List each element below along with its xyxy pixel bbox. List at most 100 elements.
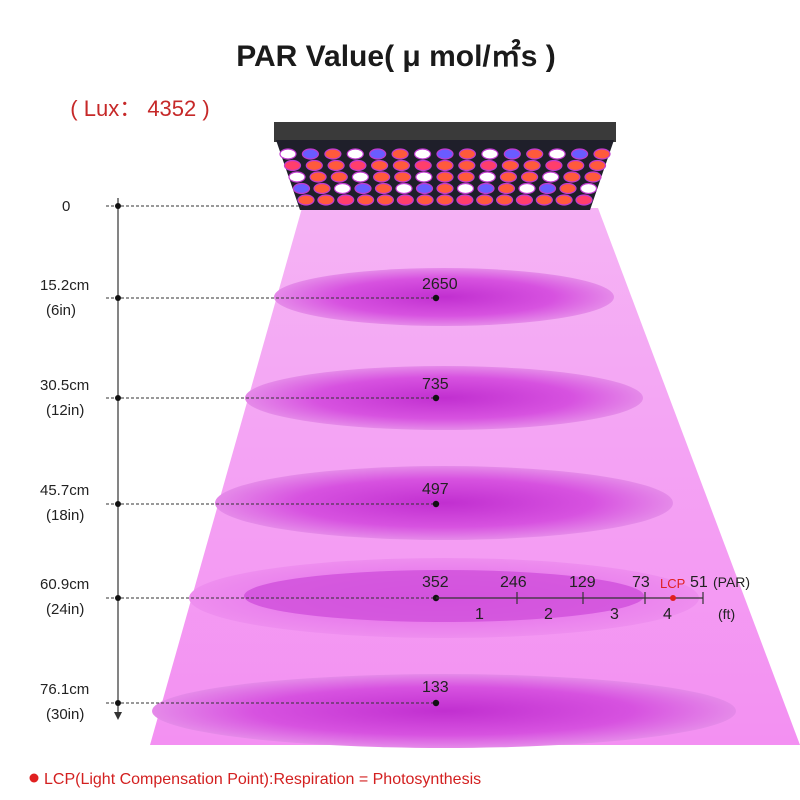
led-chip bbox=[346, 148, 364, 160]
par-value-60cm: 352 bbox=[422, 574, 449, 591]
led-chip bbox=[333, 182, 352, 195]
led-chip bbox=[392, 159, 410, 172]
led-chip bbox=[374, 182, 393, 195]
led-chip bbox=[436, 159, 454, 172]
led-chip bbox=[456, 194, 474, 206]
par-value-45cm: 497 bbox=[422, 481, 449, 498]
footnote: LCP(Light Compensation Point):Respiratio… bbox=[44, 771, 481, 788]
spread-ft-unit: (ft) bbox=[718, 606, 735, 622]
led-chip bbox=[523, 159, 541, 172]
led-chip bbox=[545, 159, 563, 172]
led-chip bbox=[563, 171, 581, 183]
led-chip bbox=[478, 171, 496, 183]
distance-label-15cm: 15.2cm bbox=[40, 277, 89, 294]
led-chip bbox=[570, 148, 589, 160]
led-chip bbox=[288, 171, 306, 183]
distance-label-30cm: 30.5cm bbox=[40, 377, 89, 394]
led-chip bbox=[436, 148, 454, 160]
led-chip bbox=[538, 182, 557, 195]
spread-ft-4: 4 bbox=[663, 606, 672, 623]
par-ellipse-30cm bbox=[245, 366, 643, 430]
led-chip bbox=[480, 159, 498, 172]
lux-label: ( Lux： 4352 ) bbox=[70, 96, 209, 121]
spread-ticks bbox=[516, 592, 704, 604]
led-chip bbox=[579, 182, 598, 195]
lcp-label: LCP bbox=[660, 576, 685, 591]
spread-ft-3: 3 bbox=[610, 606, 619, 623]
led-chip bbox=[373, 171, 391, 183]
led-chip bbox=[503, 148, 521, 160]
led-chip bbox=[456, 182, 475, 195]
led-chip bbox=[349, 159, 367, 172]
led-chip bbox=[416, 194, 434, 206]
par-ellipse-76cm bbox=[152, 674, 736, 748]
par-value-15cm: 2650 bbox=[422, 276, 458, 293]
spread-par-4ft: 51 bbox=[690, 574, 708, 591]
led-chip bbox=[499, 171, 517, 183]
led-chip bbox=[292, 182, 311, 195]
distance-label-76cm: 76.1cm bbox=[40, 681, 89, 698]
led-chip bbox=[414, 148, 432, 160]
spread-par-1ft: 246 bbox=[500, 574, 527, 591]
led-chip bbox=[301, 148, 319, 160]
par-ellipse-60cm-inner bbox=[244, 570, 644, 622]
led-chip bbox=[357, 194, 375, 206]
led-chip bbox=[515, 194, 534, 206]
led-chip bbox=[477, 182, 495, 195]
led-chip bbox=[394, 171, 412, 183]
par-ellipse-45cm bbox=[215, 466, 673, 540]
par-ellipse-15cm bbox=[274, 268, 614, 326]
spread-par-3ft: 73 bbox=[632, 574, 650, 591]
led-chip bbox=[458, 159, 476, 172]
center-dots bbox=[432, 294, 440, 707]
distance-label-18in: (18in) bbox=[46, 507, 84, 524]
spread-par-unit: (PAR) bbox=[713, 574, 750, 590]
led-chip bbox=[497, 182, 516, 195]
spread-par-2ft: 129 bbox=[569, 574, 596, 591]
led-chip bbox=[309, 171, 327, 183]
led-chip bbox=[575, 194, 593, 206]
led-chip bbox=[371, 159, 389, 172]
distance-label-0: 0 bbox=[62, 198, 70, 215]
par-value-76cm: 133 bbox=[422, 679, 449, 696]
led-chip bbox=[520, 171, 539, 183]
led-chip bbox=[391, 148, 409, 160]
led-chip bbox=[351, 171, 369, 183]
par-value-30cm: 735 bbox=[422, 376, 449, 393]
led-chip bbox=[330, 171, 348, 183]
led-chip bbox=[567, 159, 585, 172]
led-chip bbox=[395, 182, 413, 195]
led-chip bbox=[436, 194, 454, 206]
lcp-marker bbox=[670, 595, 676, 601]
led-chip bbox=[396, 194, 414, 206]
led-chip bbox=[317, 194, 335, 206]
spread-ft-2: 2 bbox=[544, 606, 553, 623]
led-chip bbox=[501, 159, 519, 172]
led-chip bbox=[526, 148, 544, 160]
led-chip bbox=[324, 148, 342, 160]
led-chip bbox=[354, 182, 372, 195]
led-chip bbox=[518, 182, 536, 195]
led-chip bbox=[414, 159, 432, 172]
led-chip bbox=[283, 159, 302, 172]
led-chip bbox=[593, 148, 611, 160]
distance-label-60cm: 60.9cm bbox=[40, 576, 89, 593]
led-chip bbox=[415, 182, 434, 195]
led-chip bbox=[457, 171, 475, 183]
led-chip bbox=[559, 182, 577, 195]
spread-ft-1: 1 bbox=[475, 606, 484, 623]
led-chip bbox=[327, 159, 345, 172]
led-chip bbox=[279, 148, 297, 160]
page-title: PAR Value( μ mol/㎡s ) bbox=[236, 39, 556, 73]
distance-label-24in: (24in) bbox=[46, 601, 84, 618]
led-chip bbox=[588, 159, 607, 172]
led-chip bbox=[535, 194, 553, 206]
footnote-bullet-icon bbox=[29, 773, 39, 783]
led-chip bbox=[415, 171, 433, 183]
led-chip bbox=[555, 194, 573, 206]
led-chip bbox=[305, 159, 323, 172]
led-chip bbox=[476, 194, 494, 206]
led-chip bbox=[337, 194, 355, 206]
guide-lines bbox=[106, 205, 436, 704]
